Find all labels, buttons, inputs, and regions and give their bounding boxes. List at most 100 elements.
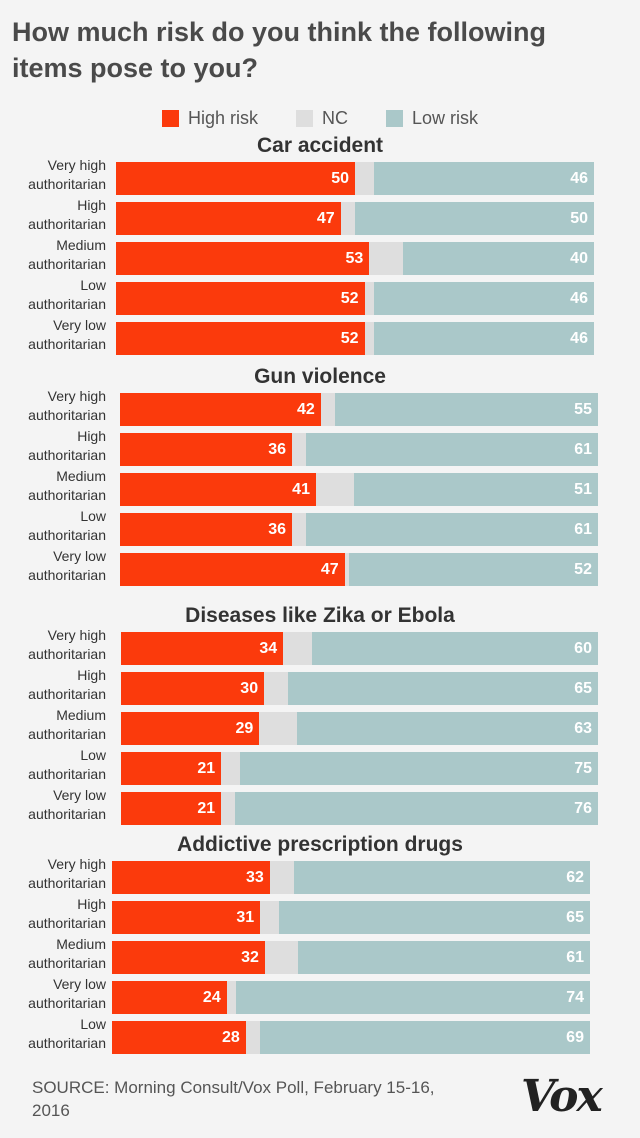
legend-label-high: High risk: [187, 108, 258, 128]
stacked-bar: 29 63: [121, 712, 598, 745]
data-label: 33: [245, 869, 264, 886]
stacked-bar: 24 74: [112, 981, 590, 1014]
bar-row: Low authoritarian 36 61: [0, 508, 640, 546]
stacked-bar: 47 50: [116, 202, 594, 235]
chart-panel: Diseases like Zika or Ebola Very high auth…: [0, 601, 640, 825]
bar-high-risk: 36: [120, 513, 293, 546]
category-label: Medium authoritarian: [28, 936, 106, 971]
bar-row: High authoritarian 47 50: [0, 197, 640, 235]
stacked-bar: 52 46: [116, 282, 594, 315]
category-label: Medium authoritarian: [28, 237, 106, 272]
data-label: 53: [345, 250, 364, 267]
bar-row: Low authoritarian 21 75: [0, 747, 640, 785]
data-label: 76: [574, 800, 592, 817]
data-label: 46: [570, 290, 588, 307]
bar-nc: [245, 1021, 261, 1054]
data-label: 75: [574, 760, 592, 777]
bar-nc: [221, 792, 236, 825]
source-note: SOURCE: Morning Consult/Vox Poll, Februa…: [32, 1078, 435, 1120]
data-label: 61: [574, 441, 592, 458]
category-label: Low authoritarian: [28, 1016, 106, 1051]
bar-row: Very low authoritarian 21 76: [0, 787, 640, 825]
bar-low-risk: 61: [306, 433, 598, 466]
bar-nc: [340, 202, 355, 235]
chart-title: How much risk do you think the following…: [12, 17, 547, 83]
bar-nc: [292, 433, 307, 466]
bar-high-risk: 42: [120, 393, 321, 426]
bar-row: Low authoritarian 28 69: [0, 1016, 640, 1054]
category-label: Low authoritarian: [28, 747, 106, 782]
bar-low-risk: 74: [236, 981, 590, 1014]
bar-row: Medium authoritarian 53 40: [0, 237, 640, 275]
legend-swatch-low: [386, 110, 403, 127]
data-label: 74: [566, 989, 584, 1006]
data-label: 28: [222, 1029, 240, 1046]
data-label: 21: [197, 760, 216, 777]
data-label: 52: [574, 561, 592, 578]
bar-low-risk: 69: [260, 1021, 590, 1054]
data-label: 21: [197, 800, 216, 817]
stacked-bar: 41 51: [120, 473, 598, 506]
data-label: 52: [340, 330, 359, 347]
data-label: 65: [574, 680, 592, 697]
category-label: Low authoritarian: [28, 277, 106, 312]
bar-high-risk: 21: [121, 752, 222, 785]
bar-row: Medium authoritarian 29 63: [0, 707, 640, 745]
stacked-bar: 42 55: [120, 393, 598, 426]
stacked-bar: 32 61: [112, 941, 590, 974]
bar-row: Medium authoritarian 41 51: [0, 468, 640, 506]
data-label: 63: [574, 720, 592, 737]
bar-low-risk: 60: [311, 632, 598, 665]
stacked-bar: 53 40: [116, 242, 594, 275]
bar-row: Very high authoritarian 42 55: [0, 388, 640, 426]
bar-low-risk: 52: [349, 553, 598, 586]
bar-nc: [364, 322, 375, 355]
stacked-bar: 34 60: [121, 632, 598, 665]
category-label: High authoritarian: [28, 197, 106, 232]
stacked-bar: 21 75: [121, 752, 598, 785]
bar-low-risk: 62: [293, 861, 590, 894]
bar-high-risk: 34: [121, 632, 284, 665]
data-label: 50: [570, 210, 588, 227]
bar-nc: [269, 861, 294, 894]
data-label: 50: [331, 170, 349, 187]
bar-high-risk: 50: [116, 162, 355, 195]
panel-title: Car accident: [256, 134, 384, 157]
data-label: 47: [316, 210, 335, 227]
category-label: Very low authoritarian: [28, 787, 106, 822]
category-label: Very low authoritarian: [28, 317, 106, 352]
bar-nc: [355, 162, 375, 195]
bar-nc: [264, 672, 288, 705]
bar-nc: [264, 941, 299, 974]
stacked-bar: 28 69: [112, 1021, 590, 1054]
bar-high-risk: 36: [120, 433, 293, 466]
bar-low-risk: 51: [354, 473, 598, 506]
bar-row: High authoritarian 31 65: [0, 896, 640, 934]
data-label: 69: [566, 1029, 584, 1046]
bar-low-risk: 50: [354, 202, 594, 235]
bar-low-risk: 55: [335, 393, 598, 426]
legend-swatch-nc: [296, 110, 313, 127]
data-label: 32: [241, 949, 259, 966]
bar-row: High authoritarian 30 65: [0, 667, 640, 705]
stacked-bar: 50 46: [116, 162, 594, 195]
chart-panel: Gun violence Very high authoritarian 42 55 Hi…: [0, 362, 640, 586]
category-label: Very high authoritarian: [28, 627, 106, 662]
data-label: 31: [236, 909, 255, 926]
bar-high-risk: 32: [112, 941, 265, 974]
panel-title: Addictive prescription drugs: [177, 833, 463, 856]
bar-row: Low authoritarian 52 46: [0, 277, 640, 315]
bar-high-risk: 31: [112, 901, 261, 934]
bar-high-risk: 30: [121, 672, 265, 705]
bar-row: High authoritarian 36 61: [0, 428, 640, 466]
data-label: 62: [566, 869, 584, 886]
category-label: Very low authoritarian: [28, 548, 106, 583]
bar-nc: [364, 282, 375, 315]
bar-low-risk: 40: [402, 242, 594, 275]
category-label: Very high authoritarian: [28, 157, 106, 192]
data-label: 24: [202, 989, 221, 1006]
chart-panel: Addictive prescription drugs Very high aut…: [0, 830, 640, 1054]
bar-low-risk: 63: [297, 712, 598, 745]
legend-label-nc: NC: [322, 108, 348, 128]
data-label: 55: [574, 401, 592, 418]
